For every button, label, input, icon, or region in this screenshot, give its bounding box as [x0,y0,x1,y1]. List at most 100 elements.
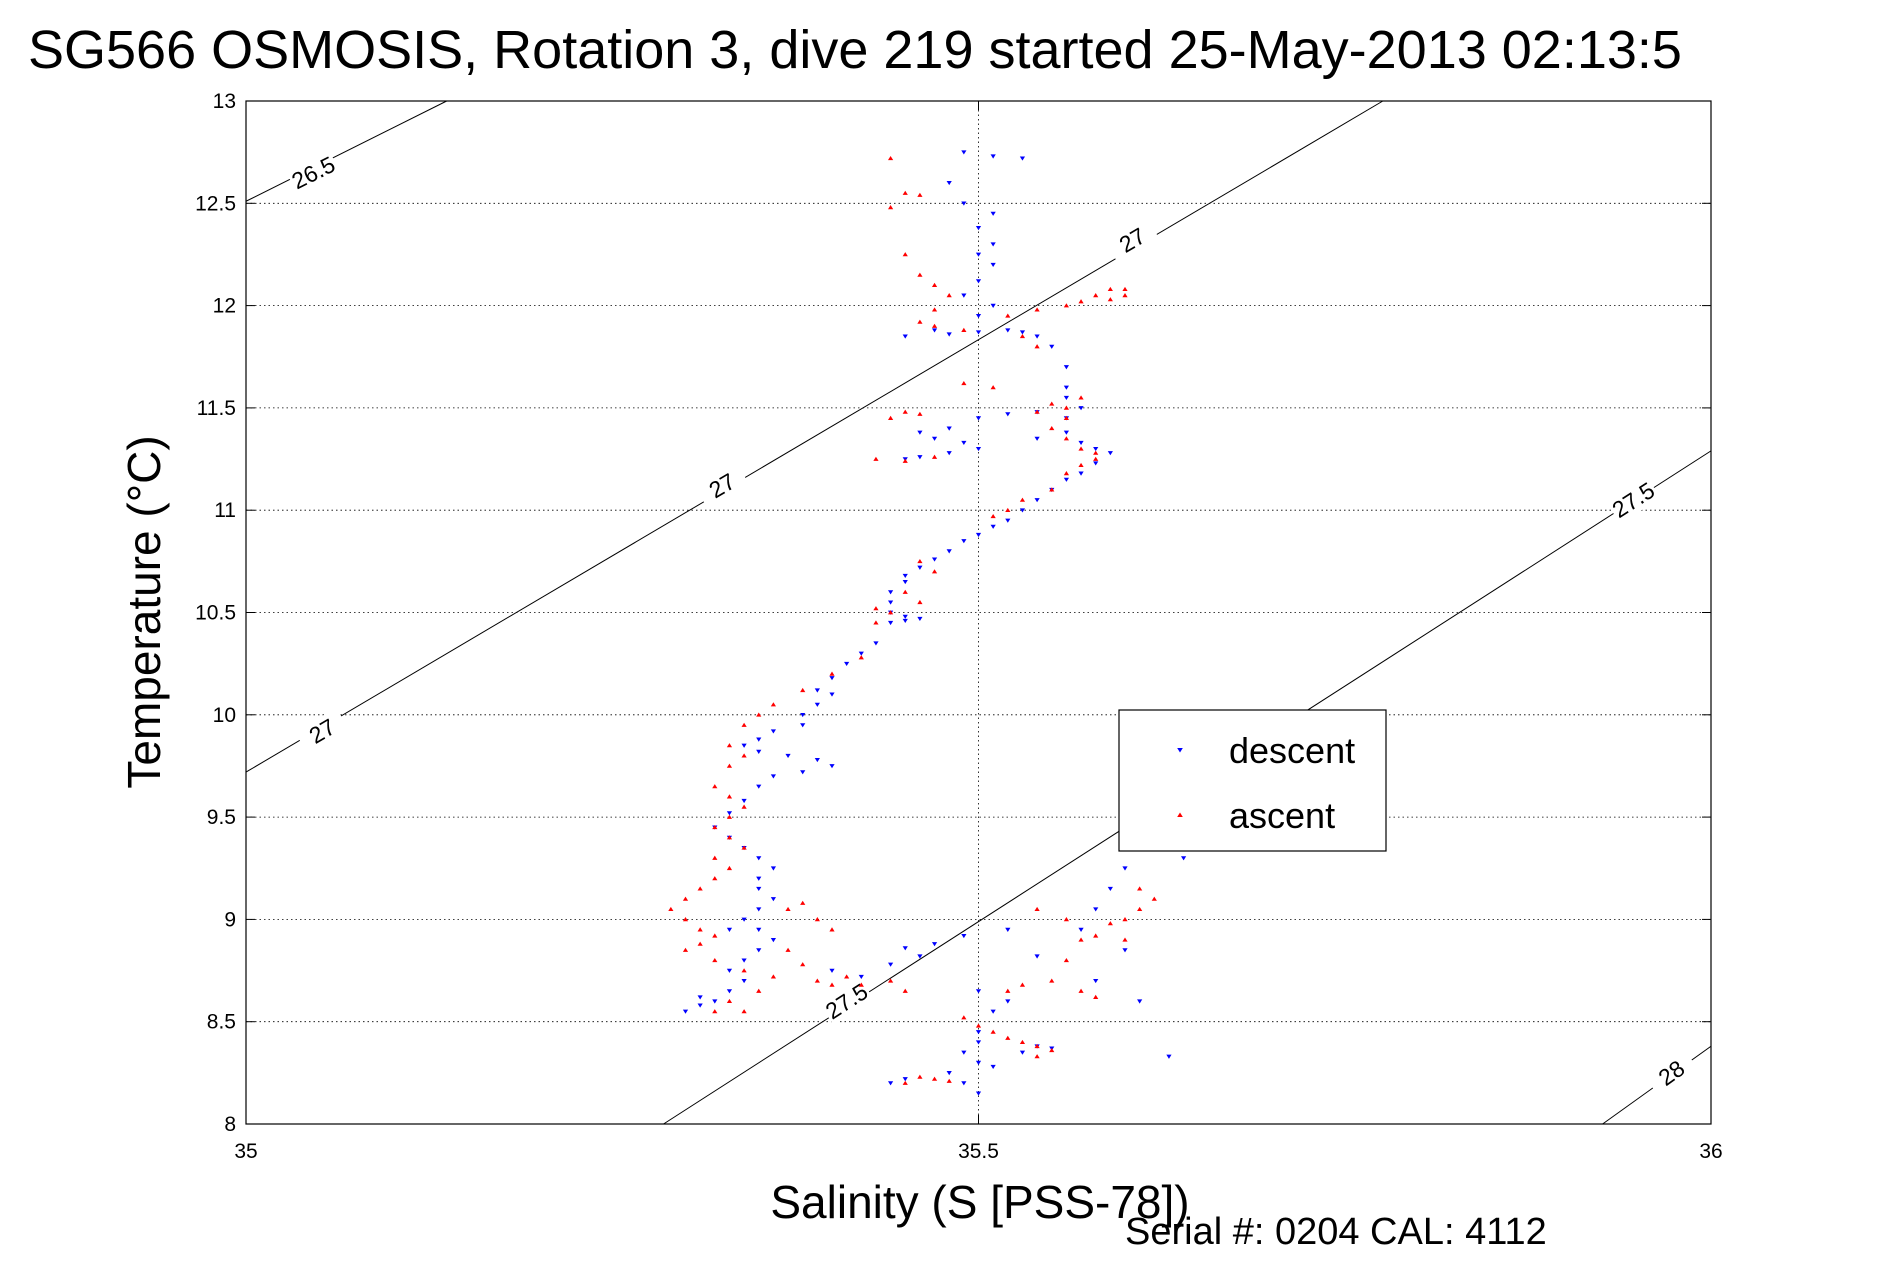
ascent-point [961,327,967,332]
ascent-point [1078,299,1084,304]
descent-point [697,1003,703,1008]
isopycnal-label-bg [286,150,341,195]
ascent-point [756,712,762,717]
descent-point [931,328,938,333]
legend-label-descent: descent [1229,730,1355,771]
ascent-point [726,835,733,840]
ascent-point [1034,344,1040,349]
chart-title: SG566 OSMOSIS, Rotation 3, dive 219 star… [28,20,1682,80]
descent-point [902,618,908,624]
descent-point [975,226,982,231]
descent-point [800,770,806,775]
ascent-point [785,947,791,952]
ascent-point [873,456,879,461]
descent-point [961,539,967,544]
ascent-point [1122,286,1128,292]
y-tick-label: 12 [213,295,236,318]
descent-point [975,1040,982,1045]
descent-point [946,451,952,456]
descent-point [756,749,762,754]
ascent-point [741,722,747,727]
descent-point [975,416,982,421]
isopycnal-label-bg [1644,1048,1699,1098]
descent-point [990,1064,996,1070]
ascent-point [1034,1054,1040,1059]
ascent-point [785,906,791,911]
y-tick-label: 11 [214,499,236,522]
ascent-point [902,409,908,414]
ascent-point [931,569,938,574]
ascent-point [1078,462,1084,468]
descent-point [814,702,820,707]
descent-point [770,774,776,779]
ascent-point [917,1074,923,1079]
ascent-point [990,1029,996,1034]
descent-point [1063,395,1069,401]
ascent-point [917,319,923,324]
descent-point [961,201,967,206]
ascent-point [1063,957,1069,963]
ascent-point [682,947,689,952]
ascent-point [712,933,718,938]
ascent-point [931,307,938,312]
descent-point [1122,866,1128,871]
descent-point [1137,999,1143,1004]
ascent-point [888,205,894,210]
ascent-point [712,957,718,963]
descent-point [990,242,996,247]
ascent-point [858,655,864,660]
descent-point [756,886,762,892]
x-tick-label: 35 [234,1140,257,1163]
ascent-point [1107,286,1113,292]
ascent-point [1151,896,1157,901]
descent-point [756,907,762,912]
descent-point [990,154,996,159]
descent-point [1019,1050,1026,1055]
descent-point [931,557,938,562]
ascent-point [829,927,835,932]
descent-point [726,968,733,973]
ascent-point [931,454,938,459]
descent-point [1005,927,1011,932]
ascent-point [800,687,806,693]
descent-point [1063,365,1069,370]
descent-point [917,430,923,435]
descent-point [829,676,835,681]
y-tick-label: 8.5 [207,1011,236,1034]
ascent-point [726,998,733,1004]
descent-point [990,1009,996,1014]
descent-point [888,1081,894,1086]
ascent-point [902,190,908,195]
ascent-point [1063,436,1069,441]
ascent-point [726,794,733,799]
ascent-point [961,381,967,386]
legend-label-ascent: ascent [1229,795,1335,836]
ascent-point [814,917,820,922]
ascent-point [1122,917,1128,922]
descent-point [756,927,762,932]
isopycnal-line [245,100,1384,773]
ascent-point [1137,886,1143,891]
descent-point [902,946,908,951]
descent-point [1034,498,1040,503]
ascent-point [1005,507,1011,513]
y-tick-label: 10 [213,704,236,727]
ascent-point [1049,426,1055,431]
ascent-point [1063,917,1069,922]
descent-point [902,1077,908,1082]
ascent-point [888,415,894,420]
ascent-point [1034,1043,1040,1049]
descent-point [902,614,908,619]
ascent-point [917,192,923,197]
ascent-point [1093,450,1099,455]
descent-point [975,989,982,994]
ascent-point [917,559,923,564]
ascent-point [697,941,703,946]
ascent-point [902,1080,908,1085]
descent-point [741,958,747,963]
ascent-point [741,1009,747,1014]
descent-point [682,1009,689,1014]
ascent-point [829,982,835,987]
descent-point [1078,440,1084,446]
ascent-point [668,906,674,911]
